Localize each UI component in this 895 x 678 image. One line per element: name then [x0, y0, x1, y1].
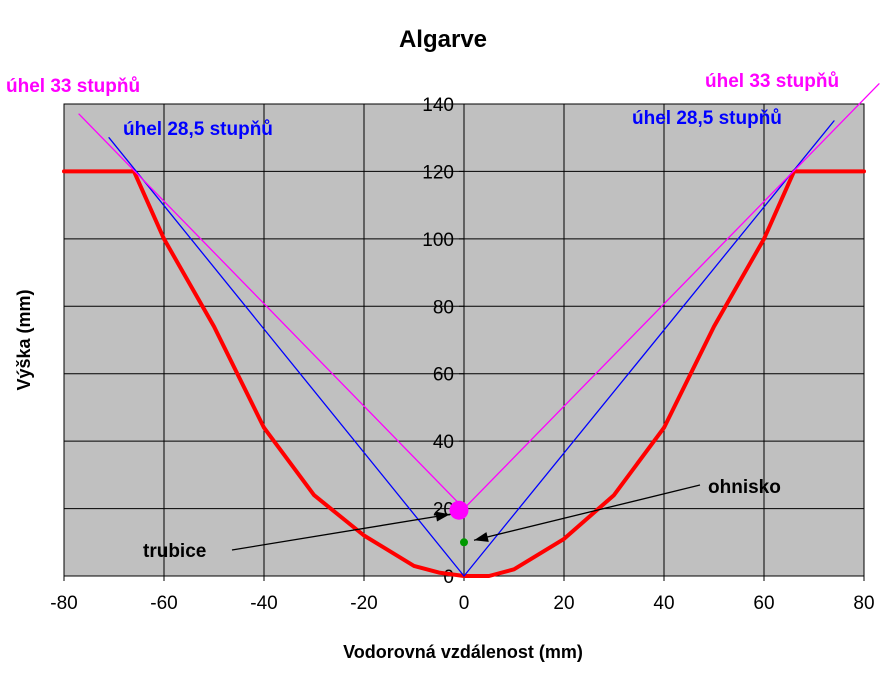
x-tick-label: -40 [250, 593, 277, 614]
x-tick-label: 40 [653, 593, 674, 614]
x-tick-label: 60 [753, 593, 774, 614]
trubice-arrow [231, 513, 451, 551]
y-axis-title: Výška (mm) [14, 289, 34, 390]
angle-28-5-line [108, 120, 835, 577]
x-tick-label: 20 [553, 593, 574, 614]
label-ohnisko: ohnisko [708, 477, 781, 498]
y-tick-label: 0 [443, 567, 454, 588]
x-axis-title: Vodorovná vzdálenost (mm) [343, 642, 583, 662]
label-blue-right: úhel 28,5 stupňů [632, 108, 782, 129]
x-tick-label: -80 [50, 593, 77, 614]
x-tick-label: 0 [459, 593, 470, 614]
y-tick-label: 40 [433, 432, 454, 453]
x-tick-label: 80 [853, 593, 874, 614]
y-tick-label: 60 [433, 365, 454, 386]
markers [449, 500, 469, 547]
tube-marker [449, 500, 469, 520]
focus-marker [460, 538, 468, 547]
y-tick-label: 120 [422, 162, 454, 183]
x-tick-label: -20 [350, 593, 377, 614]
x-tick-labels: -80 -60 -40 -20 0 20 40 60 80 [50, 593, 874, 614]
label-magenta-left: úhel 33 stupňů [6, 76, 140, 97]
annotation-arrows [231, 484, 701, 551]
y-tick-label: 100 [422, 230, 454, 251]
trubice-arrow-head [435, 511, 450, 522]
ohnisko-arrow [473, 484, 701, 541]
label-magenta-right: úhel 33 stupňů [705, 71, 839, 92]
chart-title: Algarve [399, 26, 487, 53]
label-blue-left: úhel 28,5 stupňů [123, 119, 273, 140]
y-tick-label: 140 [422, 95, 454, 116]
x-tick-label: -60 [150, 593, 177, 614]
ohnisko-arrow-head [474, 532, 489, 542]
label-trubice: trubice [143, 541, 206, 562]
y-tick-label: 80 [433, 297, 454, 318]
